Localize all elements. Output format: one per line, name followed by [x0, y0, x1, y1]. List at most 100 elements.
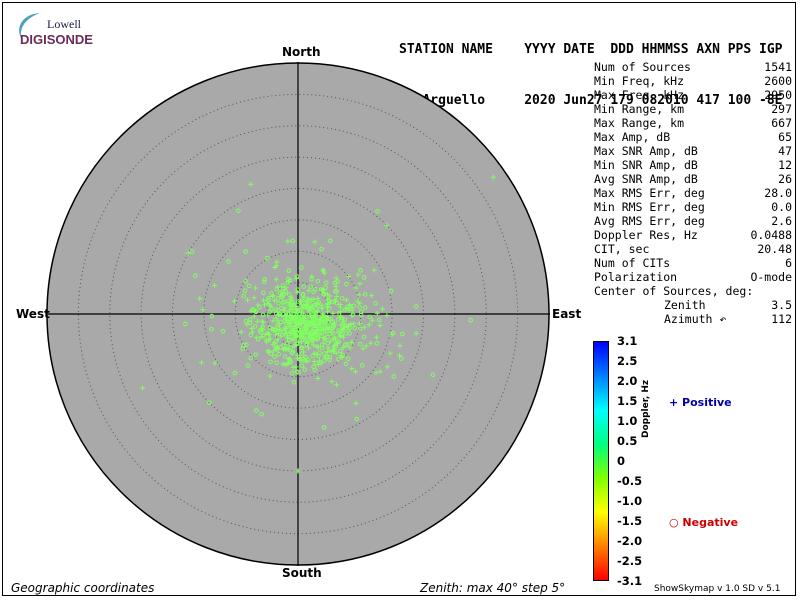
positive-doppler-point	[262, 302, 268, 308]
negative-doppler-point	[253, 352, 259, 357]
doppler-colorbar	[593, 341, 609, 581]
negative-doppler-point	[243, 279, 248, 284]
negative-doppler-point	[308, 303, 313, 308]
stat-value: 1541	[764, 60, 792, 74]
negative-doppler-point	[243, 318, 249, 324]
negative-doppler-point	[301, 356, 306, 361]
stat-row: Min SNR Amp, dB 12	[594, 158, 792, 172]
negative-doppler-point	[321, 425, 327, 430]
stat-value: 0.0488	[750, 228, 792, 242]
positive-doppler-point	[338, 309, 344, 315]
positive-doppler-point	[374, 334, 380, 340]
stat-label: Max SNR Amp, dB	[594, 144, 698, 158]
negative-doppler-point	[274, 347, 280, 352]
negative-doppler-point	[264, 255, 270, 261]
positive-doppler-point	[273, 276, 279, 282]
negative-doppler-point	[226, 259, 231, 264]
negative-doppler-point	[430, 372, 436, 378]
negative-doppler-point	[266, 295, 271, 301]
positive-doppler-point	[266, 337, 272, 343]
negative-doppler-point	[268, 351, 274, 357]
positive-doppler-point	[379, 306, 385, 312]
negative-doppler-point	[376, 317, 382, 323]
positive-doppler-point	[275, 284, 281, 290]
stat-row: Polarization O-mode	[594, 270, 792, 284]
positive-doppler-point	[397, 343, 403, 349]
positive-doppler-point	[319, 327, 325, 333]
positive-doppler-point	[259, 318, 265, 324]
colorbar-tick: -0.5	[617, 474, 643, 488]
negative-doppler-point	[283, 320, 289, 326]
negative-doppler-point	[262, 277, 267, 282]
negative-doppler-point	[248, 355, 254, 361]
negative-doppler-point	[291, 379, 297, 385]
positive-doppler-point	[339, 328, 345, 334]
positive-doppler-point	[287, 307, 293, 313]
negative-doppler-point	[275, 325, 281, 331]
negative-doppler-point	[280, 289, 285, 294]
positive-doppler-point	[384, 364, 390, 370]
positive-doppler-point	[283, 285, 289, 291]
negative-doppler-point	[333, 343, 339, 349]
positive-doppler-point	[292, 342, 298, 348]
negative-doppler-point	[209, 313, 215, 319]
positive-doppler-point	[307, 331, 313, 337]
negative-doppler-point	[311, 364, 316, 370]
positive-doppler-point	[325, 349, 331, 355]
positive-doppler-point	[320, 287, 326, 293]
negative-doppler-point	[310, 314, 316, 320]
positive-doppler-point	[368, 340, 374, 346]
positive-doppler-point	[254, 318, 260, 324]
stat-value: 65	[778, 130, 792, 144]
negative-doppler-point	[183, 321, 188, 327]
colorbar-tick: 0	[617, 454, 626, 468]
stat-value: 12	[778, 158, 792, 172]
positive-doppler-point	[305, 322, 311, 328]
positive-doppler-point	[294, 352, 300, 358]
positive-doppler-point	[284, 334, 290, 340]
negative-doppler-point	[314, 330, 320, 336]
negative-doppler-point	[326, 306, 332, 311]
positive-doppler-point	[273, 332, 279, 338]
stat-row: Num of CITs 6	[594, 256, 792, 270]
positive-doppler-point	[271, 298, 277, 304]
negative-doppler-point	[324, 354, 330, 360]
negative-doppler-point	[358, 326, 363, 332]
stat-value: 297	[771, 102, 792, 116]
negative-doppler-point	[335, 279, 340, 284]
positive-doppler-point	[309, 320, 315, 326]
colorbar-tick: -2.5	[617, 554, 643, 568]
negative-doppler-point	[299, 265, 304, 270]
negative-doppler-point	[298, 307, 304, 313]
negative-doppler-point	[285, 280, 291, 285]
positive-doppler-point	[374, 310, 380, 316]
negative-doppler-point	[347, 331, 352, 336]
positive-doppler-point	[303, 323, 309, 329]
negative-doppler-point	[300, 291, 306, 297]
stat-value: 2.6	[771, 214, 792, 228]
negative-doppler-point	[340, 352, 346, 358]
positive-doppler-point	[360, 346, 366, 352]
stat-row: Doppler Res, Hz 0.0488	[594, 228, 792, 242]
positive-doppler-point	[295, 308, 301, 314]
negative-doppler-point	[209, 326, 214, 332]
positive-doppler-point	[373, 370, 379, 376]
stat-value: 2600	[764, 74, 792, 88]
colorbar-tick: 3.1	[617, 334, 638, 348]
negative-doppler-point	[311, 323, 317, 329]
positive-doppler-point	[328, 338, 334, 344]
stat-row: Max Freq, kHz 2950	[594, 88, 792, 102]
positive-doppler-point	[285, 238, 291, 244]
stat-row: Zenith 3.5	[594, 298, 792, 312]
positive-doppler-point	[282, 331, 288, 337]
stat-row: Num of Sources 1541	[594, 60, 792, 74]
positive-doppler-point	[369, 317, 375, 323]
negative-doppler-point	[246, 283, 252, 289]
negative-doppler-point	[309, 276, 314, 282]
negative-doppler-point	[321, 291, 327, 297]
positive-doppler-point	[270, 318, 276, 324]
negative-doppler-point	[286, 317, 292, 322]
negative-doppler-point	[189, 249, 195, 254]
positive-doppler-point	[335, 310, 341, 316]
negative-doppler-point	[286, 268, 292, 273]
